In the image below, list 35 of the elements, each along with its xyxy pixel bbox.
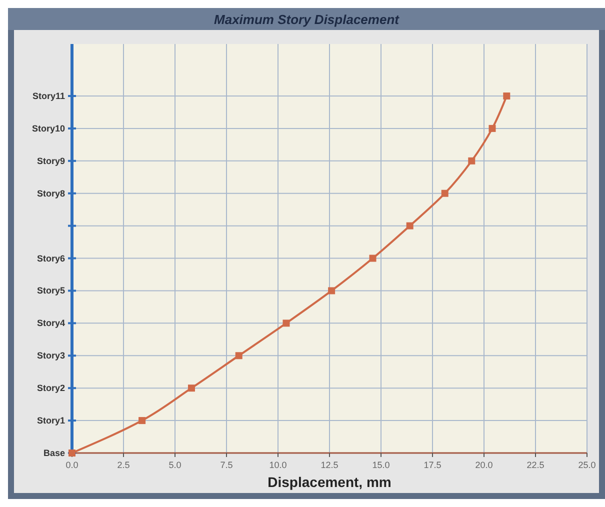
x-tick-label: 17.5 (424, 460, 442, 470)
y-tick-label: Story2 (36, 383, 65, 394)
y-tick-label: Story4 (36, 318, 65, 328)
y-tick-label: Story1 (36, 416, 65, 426)
point (406, 222, 414, 230)
x-tick-label: 2.5 (117, 460, 130, 470)
point (488, 124, 496, 132)
y-tick-label: Story8 (36, 188, 65, 198)
x-tick-label: 5.0 (168, 460, 182, 470)
point (503, 92, 510, 100)
x-tick-label: 10.0 (269, 460, 287, 470)
y-tick-label: Story11 (32, 91, 65, 101)
point (138, 417, 146, 424)
x-tick-label: 12.5 (320, 460, 338, 470)
point (369, 254, 376, 262)
point (188, 384, 195, 392)
x-tick-label: 20.0 (475, 460, 493, 470)
x-tick-label: 25.0 (578, 460, 596, 470)
y-tick-label: Base (43, 448, 65, 458)
point (282, 320, 290, 327)
y-tick-label: Story6 (36, 253, 65, 264)
x-tick-label: 22.5 (526, 460, 544, 470)
point (441, 190, 448, 197)
y-tick-label: Story10 (32, 123, 65, 134)
x-tick-label: 0.0 (66, 460, 78, 470)
chart-title: Maximum Story Displacement (214, 12, 400, 27)
y-tick-label: Story3 (36, 350, 65, 361)
point (235, 352, 242, 360)
point (328, 287, 336, 294)
y-tick-label: Story9 (36, 156, 65, 166)
point (468, 157, 476, 164)
x-tick-label: 7.5 (220, 460, 233, 470)
x-tick-label: 15.0 (372, 460, 390, 470)
x-axis-title: Displacement, mm (268, 474, 392, 490)
y-tick-label: Story5 (36, 286, 65, 296)
